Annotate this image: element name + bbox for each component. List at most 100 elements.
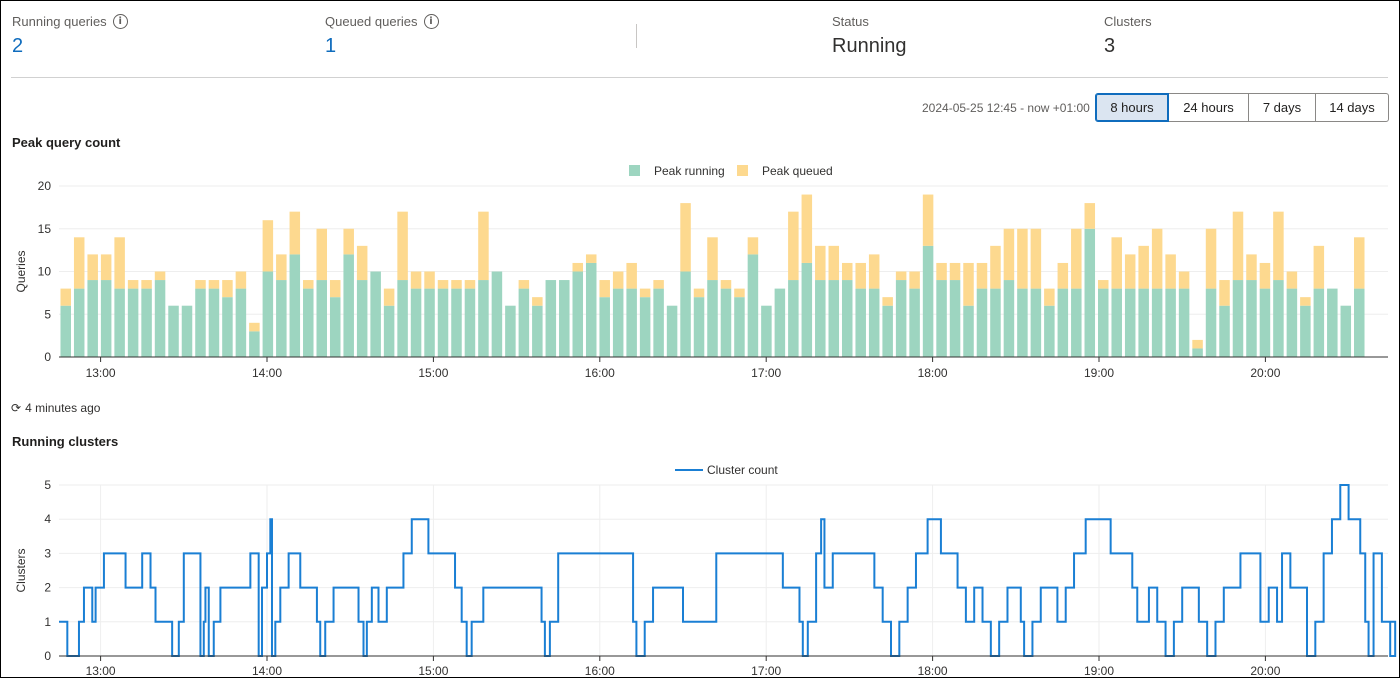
bar-running [1084, 228, 1096, 357]
x-tick-label: 14:00 [252, 366, 282, 380]
bar-running [316, 280, 328, 357]
y-tick-label: 4 [44, 512, 51, 526]
bar-queued [801, 194, 813, 263]
bar-queued [235, 271, 247, 289]
bar-running [1151, 288, 1163, 357]
x-tick-label: 17:00 [751, 664, 781, 677]
x-tick-label: 13:00 [86, 664, 116, 677]
x-tick-label: 19:00 [1084, 366, 1114, 380]
bar-running [1246, 280, 1257, 357]
y-tick-label: 10 [38, 265, 52, 279]
bar-running [1259, 288, 1271, 357]
bar-queued [329, 280, 341, 298]
bar-running [882, 305, 893, 357]
running-queries-value[interactable]: 2 [12, 35, 24, 57]
bar-queued [815, 245, 826, 281]
bar-queued [1124, 254, 1136, 289]
legend-swatch-queued [737, 165, 748, 176]
bar-running [154, 280, 166, 357]
y-tick-label: 5 [44, 307, 51, 321]
bar-queued [383, 288, 395, 306]
peak-query-chart: 0 5 10 15 20 Queries Peak running Peak queued 13… [14, 164, 1388, 380]
bar-running [788, 280, 799, 357]
x-tick-label: 18:00 [918, 664, 948, 677]
info-icon[interactable]: i [112, 13, 128, 29]
bar-queued [356, 245, 368, 281]
refresh-indicator[interactable]: ⟳ 4 minutes ago [11, 401, 100, 415]
bar-running [599, 297, 610, 357]
bar-running [936, 280, 947, 357]
bar-queued [936, 262, 947, 281]
bar-running [559, 280, 570, 357]
range-14-days-button[interactable]: 14 days [1315, 93, 1389, 122]
bar-running [478, 280, 489, 357]
info-icon[interactable]: i [423, 13, 439, 29]
bar-queued [1097, 280, 1109, 289]
x-tick-label: 19:00 [1084, 664, 1114, 677]
bar-queued [895, 271, 907, 281]
bar-running [1017, 288, 1028, 357]
bar-queued [195, 280, 206, 289]
bar-running [1044, 305, 1055, 357]
bar-queued [1071, 228, 1082, 289]
bar-queued [949, 262, 961, 281]
bar-queued [1178, 271, 1190, 289]
bar-queued [626, 262, 637, 289]
status-value: Running [832, 35, 907, 57]
bar-running [1354, 288, 1365, 357]
bar-queued [478, 211, 489, 281]
y-tick-label: 1 [44, 615, 51, 629]
bar-running [841, 280, 853, 357]
bar-queued [841, 262, 853, 281]
bar-running [60, 305, 71, 357]
bar-running [127, 288, 139, 357]
refresh-text: 4 minutes ago [25, 401, 101, 415]
x-tick-label: 16:00 [585, 366, 615, 380]
bar-queued [262, 220, 274, 272]
bar-queued [1286, 271, 1298, 289]
bar-running [343, 254, 354, 357]
range-7-days-button[interactable]: 7 days [1248, 93, 1316, 122]
bar-running [545, 280, 557, 357]
queued-queries-value[interactable]: 1 [325, 35, 337, 57]
x-tick-label: 20:00 [1250, 664, 1280, 677]
bar-queued [855, 262, 866, 289]
bar-queued [73, 237, 85, 289]
range-24-hours-button[interactable]: 24 hours [1168, 93, 1249, 122]
range-8-hours-button[interactable]: 8 hours [1095, 93, 1169, 122]
bar-queued [532, 297, 543, 306]
y-tick-label: 20 [38, 179, 52, 193]
bar-running [963, 305, 974, 357]
bar-queued [639, 288, 651, 298]
bar-queued [1165, 254, 1176, 289]
bar-running [680, 271, 691, 357]
bar-queued [990, 245, 1001, 289]
bar-queued [424, 271, 435, 289]
bar-queued [734, 288, 745, 298]
bar-running [87, 280, 98, 357]
bar-queued [909, 271, 920, 289]
bar-running [734, 297, 745, 357]
bar-queued [882, 297, 893, 306]
bar-running [276, 280, 287, 357]
time-range-selector: 8 hours 24 hours 7 days 14 days [1095, 93, 1389, 122]
bar-running [1003, 280, 1015, 357]
y-tick-label: 3 [44, 546, 51, 560]
bar-running [222, 297, 233, 357]
bar-queued [1057, 262, 1069, 289]
bar-queued [1192, 339, 1203, 349]
bar-queued [720, 280, 732, 289]
bar-queued [141, 280, 152, 289]
bar-running [774, 288, 786, 357]
x-tick-label: 15:00 [418, 664, 448, 677]
bar-queued [1111, 237, 1122, 289]
clusters-value: 3 [1104, 35, 1116, 57]
bar-queued [222, 280, 233, 298]
bar-running [1165, 288, 1176, 357]
bar-queued [410, 271, 422, 289]
metric-label: Running queries [12, 13, 107, 29]
bar-running [235, 288, 247, 357]
bar-running [895, 280, 907, 357]
metric-clusters: Clusters 3 [1104, 10, 1152, 58]
bar-running [612, 288, 624, 357]
